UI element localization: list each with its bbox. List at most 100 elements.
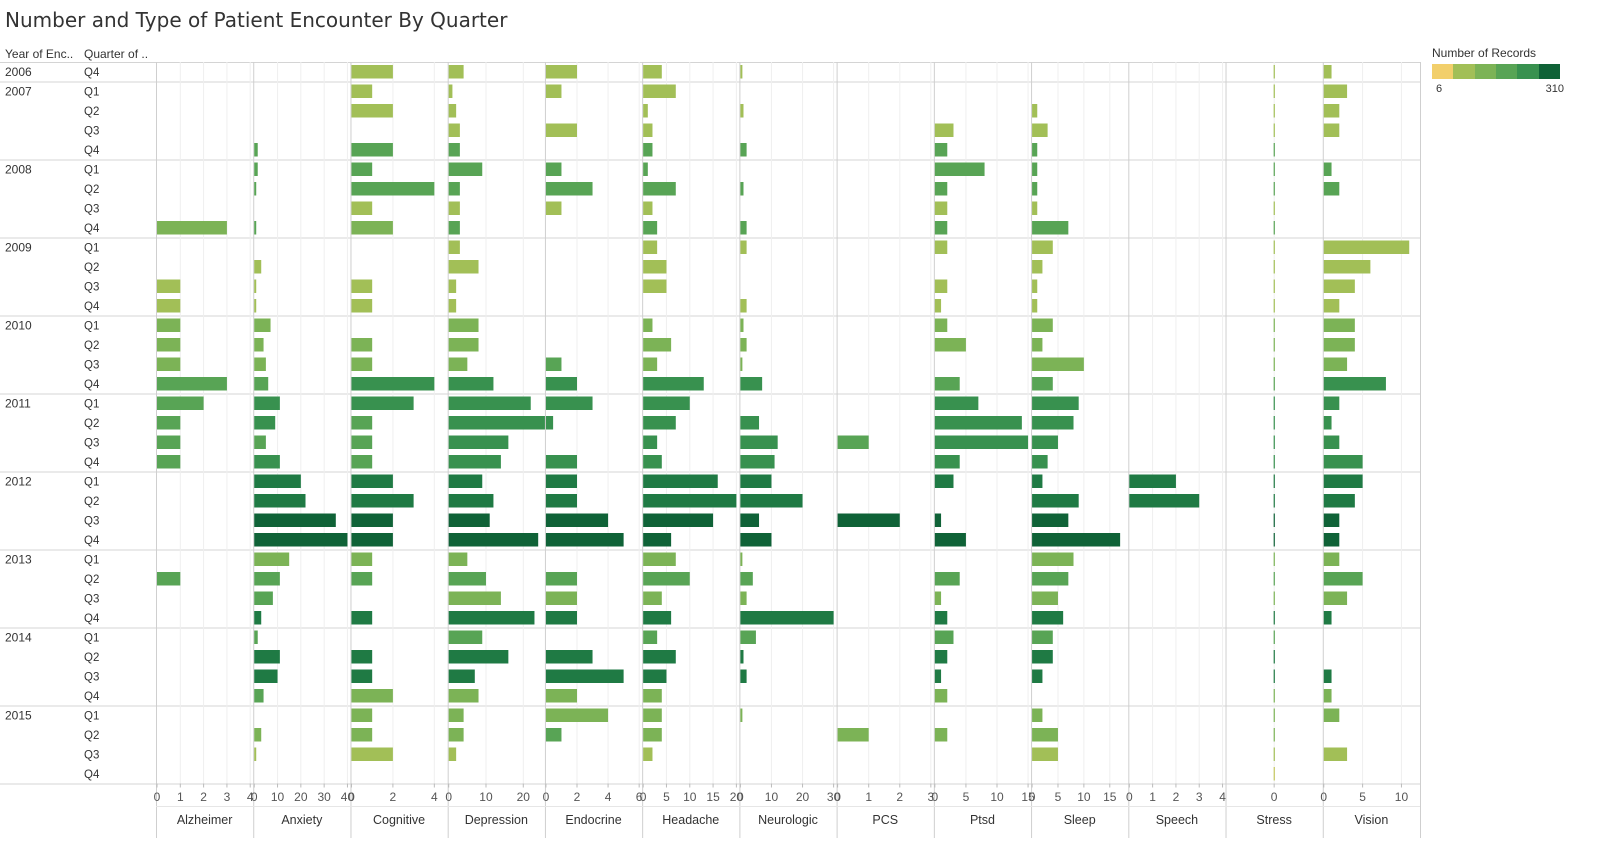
- bar-mark[interactable]: [740, 143, 747, 157]
- bar-mark[interactable]: [1273, 630, 1275, 645]
- bar-mark[interactable]: [254, 396, 280, 411]
- bar-mark[interactable]: [351, 435, 373, 450]
- bar-mark[interactable]: [740, 494, 803, 508]
- bar-mark[interactable]: [448, 591, 501, 606]
- bar-mark[interactable]: [1273, 455, 1275, 469]
- bar-mark[interactable]: [1323, 299, 1340, 313]
- bar-mark[interactable]: [934, 591, 942, 606]
- bar-mark[interactable]: [740, 182, 744, 196]
- bar-mark[interactable]: [740, 299, 747, 313]
- bar-mark[interactable]: [643, 591, 662, 606]
- bar-mark[interactable]: [157, 221, 227, 235]
- bar-mark[interactable]: [351, 747, 393, 762]
- bar-mark[interactable]: [1323, 435, 1340, 450]
- bar-mark[interactable]: [351, 650, 373, 664]
- bar-mark[interactable]: [351, 201, 373, 216]
- bar-mark[interactable]: [643, 318, 653, 333]
- bar-mark[interactable]: [1323, 162, 1332, 177]
- bar-mark[interactable]: [1032, 299, 1038, 313]
- bar-mark[interactable]: [448, 728, 464, 742]
- bar-mark[interactable]: [643, 104, 648, 118]
- pane-label-anxiety[interactable]: Anxiety: [281, 813, 323, 827]
- bar-mark[interactable]: [1323, 552, 1340, 567]
- bar-mark[interactable]: [1032, 708, 1043, 723]
- bar-mark[interactable]: [448, 338, 479, 352]
- bar-mark[interactable]: [740, 533, 772, 547]
- bar-mark[interactable]: [254, 611, 262, 625]
- bar-mark[interactable]: [1273, 650, 1275, 664]
- bar-mark[interactable]: [1323, 708, 1340, 723]
- bar-mark[interactable]: [545, 669, 624, 684]
- bar-mark[interactable]: [740, 513, 760, 528]
- bar-mark[interactable]: [351, 182, 435, 196]
- bar-mark[interactable]: [1032, 143, 1038, 157]
- bar-mark[interactable]: [254, 221, 257, 235]
- bar-mark[interactable]: [351, 357, 373, 372]
- bar-mark[interactable]: [1032, 513, 1069, 528]
- bar-mark[interactable]: [1032, 611, 1064, 625]
- bar-mark[interactable]: [351, 708, 373, 723]
- bar-mark[interactable]: [448, 494, 494, 508]
- bar-mark[interactable]: [351, 611, 373, 625]
- bar-mark[interactable]: [157, 377, 227, 391]
- bar-mark[interactable]: [643, 279, 667, 294]
- bar-mark[interactable]: [1273, 611, 1275, 625]
- bar-mark[interactable]: [1032, 260, 1043, 274]
- bar-mark[interactable]: [740, 611, 834, 625]
- bar-mark[interactable]: [351, 533, 393, 547]
- bar-mark[interactable]: [1273, 669, 1275, 684]
- bar-mark[interactable]: [1032, 416, 1074, 430]
- bar-mark[interactable]: [837, 728, 869, 742]
- bar-mark[interactable]: [1273, 123, 1275, 138]
- bar-mark[interactable]: [1273, 689, 1275, 703]
- bar-mark[interactable]: [545, 533, 624, 547]
- bar-mark[interactable]: [254, 650, 280, 664]
- bar-mark[interactable]: [448, 65, 464, 79]
- bar-mark[interactable]: [1032, 279, 1038, 294]
- bar-mark[interactable]: [254, 591, 273, 606]
- bar-mark[interactable]: [643, 396, 690, 411]
- bar-mark[interactable]: [740, 318, 744, 333]
- bar-mark[interactable]: [351, 84, 373, 99]
- bar-mark[interactable]: [157, 279, 181, 294]
- bar-mark[interactable]: [1032, 162, 1038, 177]
- bar-mark[interactable]: [1032, 182, 1038, 196]
- bar-mark[interactable]: [643, 221, 658, 235]
- bar-mark[interactable]: [1323, 533, 1340, 547]
- bar-mark[interactable]: [157, 416, 181, 430]
- bar-mark[interactable]: [1323, 318, 1355, 333]
- bar-mark[interactable]: [157, 396, 204, 411]
- bar-mark[interactable]: [448, 357, 468, 372]
- bar-mark[interactable]: [448, 143, 460, 157]
- bar-mark[interactable]: [351, 474, 393, 489]
- bar-mark[interactable]: [545, 162, 562, 177]
- bar-mark[interactable]: [934, 396, 979, 411]
- bar-mark[interactable]: [740, 708, 743, 723]
- bar-mark[interactable]: [934, 143, 948, 157]
- bar-mark[interactable]: [643, 435, 658, 450]
- bar-mark[interactable]: [740, 416, 760, 430]
- bar-mark[interactable]: [934, 162, 985, 177]
- bar-mark[interactable]: [1323, 455, 1363, 469]
- bar-mark[interactable]: [545, 396, 593, 411]
- bar-mark[interactable]: [254, 689, 264, 703]
- bar-mark[interactable]: [643, 260, 667, 274]
- bar-mark[interactable]: [1032, 201, 1038, 216]
- bar-mark[interactable]: [1032, 494, 1079, 508]
- bar-mark[interactable]: [1323, 104, 1340, 118]
- pane-label-stress[interactable]: Stress: [1256, 813, 1291, 827]
- bar-mark[interactable]: [448, 104, 457, 118]
- bar-mark[interactable]: [643, 513, 714, 528]
- bar-mark[interactable]: [1273, 318, 1275, 333]
- bar-mark[interactable]: [545, 572, 577, 586]
- bar-mark[interactable]: [448, 669, 475, 684]
- bar-mark[interactable]: [448, 416, 554, 430]
- bar-mark[interactable]: [643, 474, 718, 489]
- bar-mark[interactable]: [545, 474, 577, 489]
- bar-mark[interactable]: [254, 299, 257, 313]
- bar-mark[interactable]: [448, 708, 464, 723]
- bar-mark[interactable]: [448, 84, 453, 99]
- pane-label-sleep[interactable]: Sleep: [1064, 813, 1096, 827]
- bar-mark[interactable]: [934, 435, 1029, 450]
- bar-mark[interactable]: [545, 591, 577, 606]
